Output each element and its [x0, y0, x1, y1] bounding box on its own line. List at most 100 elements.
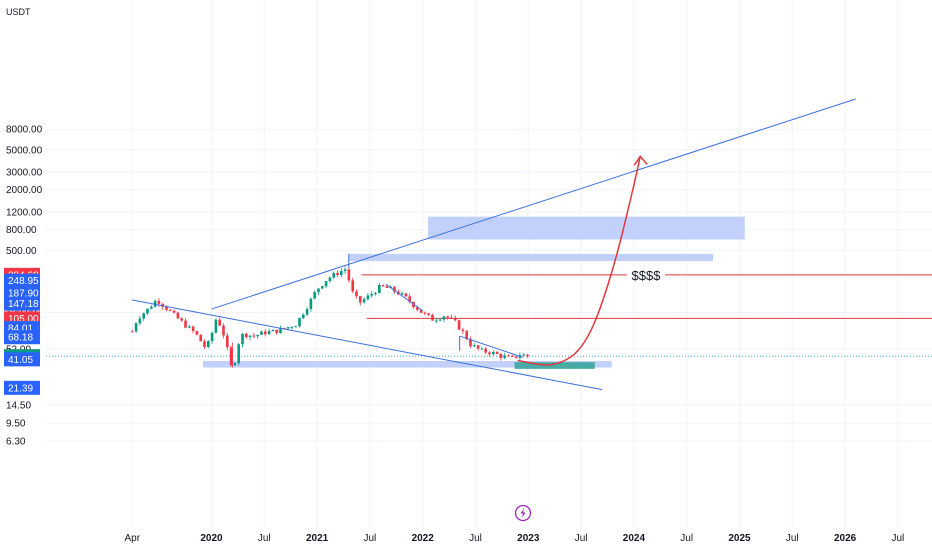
candle-body [419, 309, 423, 313]
candle-body [172, 310, 176, 313]
price-badge-label: 68.18 [8, 333, 33, 344]
x-tick-label: 2026 [834, 533, 857, 544]
candle-body [446, 316, 449, 318]
candle-body [169, 309, 172, 311]
candle-body [218, 319, 221, 326]
falling-trendline [132, 299, 603, 391]
price-badges: 284.68248.95187.90147.18105.0084.0168.18… [4, 267, 40, 395]
projection-curve [517, 156, 641, 366]
candle-body [400, 293, 404, 295]
candle-body [305, 309, 309, 315]
rising-trendline [211, 98, 856, 310]
candle-body [495, 351, 499, 355]
candle-body [332, 273, 335, 278]
price-badge-label: 248.95 [8, 276, 39, 287]
candle-body [237, 344, 240, 364]
candle-body [423, 312, 427, 314]
candle-body [286, 327, 290, 329]
candle-body [366, 295, 370, 300]
candle-body [226, 335, 229, 348]
candle-body [374, 293, 377, 295]
candle-body [324, 281, 328, 287]
trendlines [132, 98, 856, 391]
candle-body [309, 298, 313, 310]
candle-body [191, 326, 195, 332]
candle-body [214, 319, 218, 333]
note-background [627, 266, 665, 283]
candle-body [499, 354, 503, 358]
candle-body [184, 320, 187, 328]
candle-body [134, 323, 138, 332]
candle-body [514, 356, 518, 358]
candle-body [283, 327, 286, 329]
candle-body [404, 293, 408, 297]
x-tick-label: Jul [364, 533, 377, 544]
x-tick-label: 2024 [623, 533, 646, 544]
candle-body [264, 331, 267, 335]
x-tick-label: Apr [125, 533, 141, 544]
candle-body [321, 286, 324, 289]
y-tick-label: 800.00 [6, 225, 37, 236]
x-tick-label: 2020 [200, 533, 223, 544]
candle-body [457, 320, 461, 330]
candle-body [427, 313, 430, 315]
price-zone [203, 361, 612, 368]
candle-body [260, 331, 263, 335]
candle-body [188, 326, 191, 328]
candles [131, 266, 529, 368]
candle-body [416, 307, 419, 310]
candle-body [454, 317, 457, 321]
candle-body [359, 296, 362, 303]
price-zone [427, 216, 745, 240]
recent-falling-trendline [459, 335, 524, 358]
candle-body [271, 329, 275, 332]
y-tick-label: 1200.00 [6, 208, 43, 219]
price-badge-label: 147.18 [8, 299, 39, 310]
candle-body [229, 347, 233, 366]
candle-body [199, 334, 202, 342]
candle-body [503, 355, 506, 358]
candle-body [522, 354, 525, 356]
event-marker[interactable] [514, 504, 532, 522]
y-tick-label: 2000.00 [6, 185, 43, 196]
candle-body [180, 318, 183, 321]
candle-body [435, 320, 438, 322]
lightning-bolt [520, 508, 526, 518]
candle-body [370, 294, 373, 296]
note-text: $$$$ [632, 268, 662, 283]
candle-body [294, 326, 297, 328]
candle-body [343, 269, 347, 272]
candle-body [488, 352, 491, 355]
candle-body [507, 355, 510, 357]
candle-body [233, 363, 237, 366]
price-badge-label: 105.00 [8, 314, 39, 325]
candle-body [385, 286, 389, 288]
y-tick-label: 9.50 [6, 419, 26, 430]
horizontal-levels: $$$$ [46, 266, 932, 357]
candle-body [252, 335, 256, 337]
x-tick-label: Jul [258, 533, 271, 544]
candle-body [248, 335, 252, 338]
candle-body [146, 308, 149, 314]
y-tick-label: 8000.00 [6, 125, 43, 136]
y-tick-label: 5000.00 [6, 145, 43, 156]
price-unit-label: USDT [6, 7, 31, 17]
x-tick-label: 2021 [306, 533, 329, 544]
candle-body [340, 271, 343, 275]
candle-body [347, 269, 351, 281]
x-axis: Apr 2020 Jul 2021 Jul 2022 Jul 2023 Jul 2024 Jul 20… [125, 533, 905, 544]
candle-body [142, 313, 145, 319]
price-badge-label: 21.39 [8, 383, 33, 394]
zones [203, 216, 745, 369]
candle-body [431, 314, 434, 321]
candle-body [362, 299, 366, 303]
candle-body [275, 329, 278, 334]
x-tick-label: 2023 [517, 533, 540, 544]
price-badge-label: 84.01 [8, 324, 33, 335]
candle-body [210, 332, 214, 342]
candle-body [279, 327, 282, 334]
candle-body [203, 341, 206, 347]
y-tick-label: 6.30 [6, 437, 26, 448]
x-tick-label: Jul [786, 533, 799, 544]
